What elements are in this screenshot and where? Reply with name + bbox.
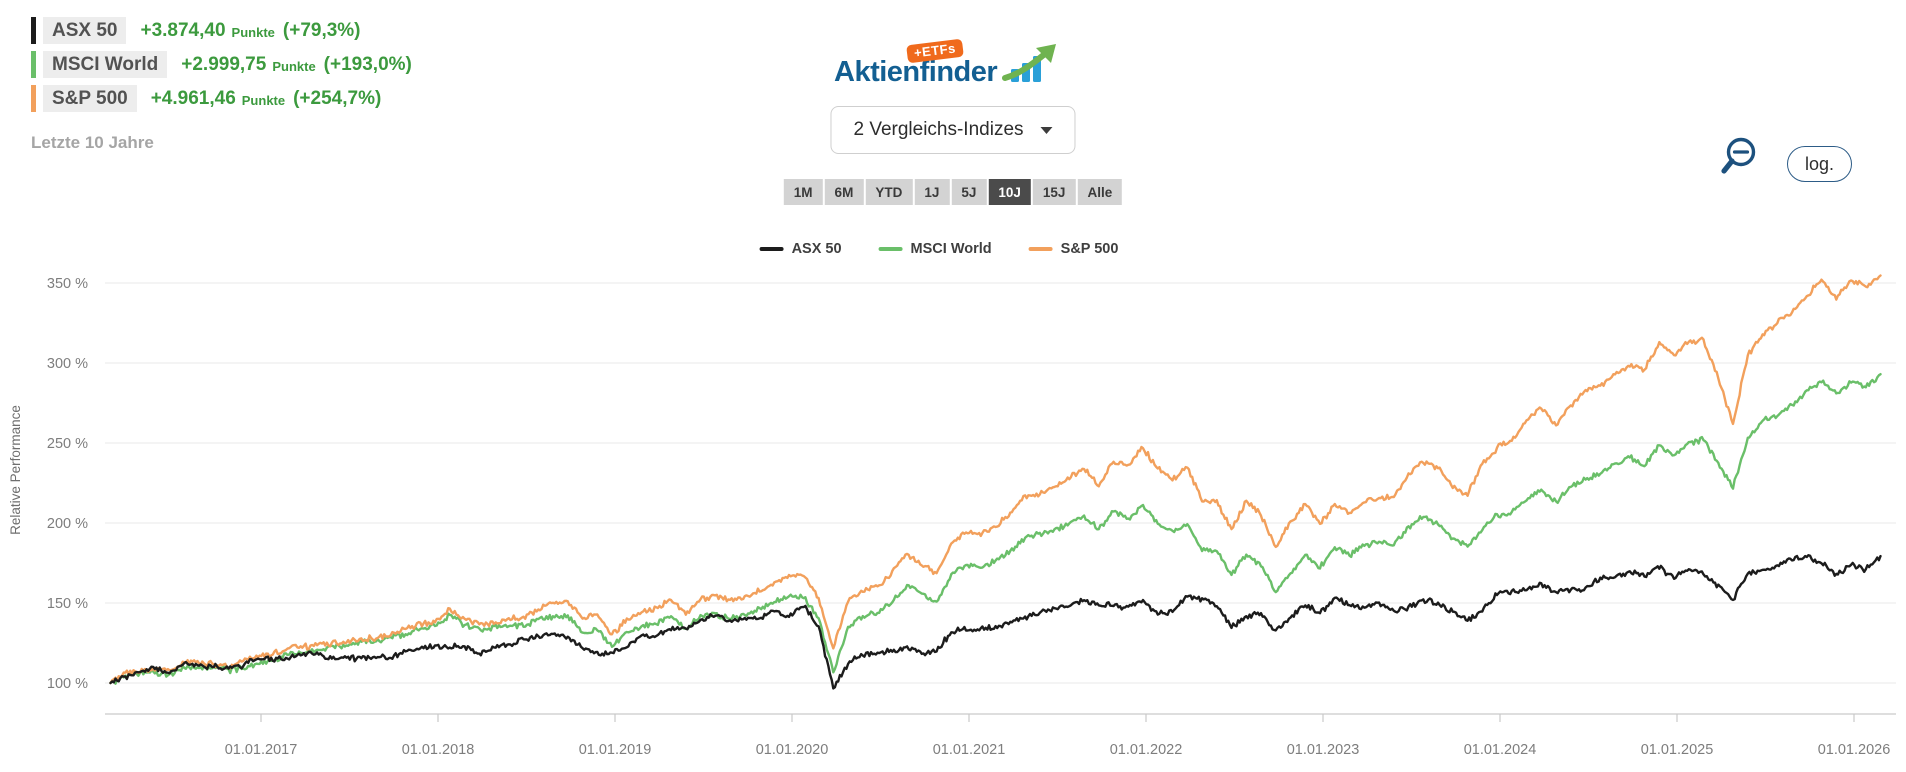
x-tick-label: 01.01.2018	[402, 742, 475, 758]
y-tick-label: 150 %	[47, 596, 88, 612]
series-color-bar	[31, 85, 36, 112]
range-button-ytd[interactable]: YTD	[865, 179, 913, 205]
dropdown-selected-value: 2 Vergleichs-Indizes	[853, 119, 1024, 140]
x-tick-label: 01.01.2026	[1818, 742, 1891, 758]
zoom-out-icon[interactable]	[1716, 128, 1756, 188]
points-change: +2.999,75	[181, 53, 267, 75]
y-tick-label: 100 %	[47, 676, 88, 692]
performance-row-asx50: ASX 50 +3.874,40 Punkte (+79,3%)	[31, 17, 412, 44]
legend-label: MSCI World	[910, 241, 992, 257]
chart-series-legend: ASX 50 MSCI World S&P 500	[759, 241, 1119, 257]
x-tick-label: 01.01.2022	[1110, 742, 1183, 758]
performance-row-sp500: S&P 500 +4.961,46 Punkte (+254,7%)	[31, 85, 412, 112]
percent-change: (+79,3%)	[282, 19, 361, 41]
aktienfinder-logo: Aktienfinder +ETFs	[834, 38, 1072, 88]
legend-label: ASX 50	[791, 241, 842, 257]
range-button-15j[interactable]: 15J	[1032, 179, 1076, 205]
y-tick-label: 300 %	[47, 356, 88, 372]
series-line-asx-50[interactable]	[109, 554, 1882, 690]
range-button-6m[interactable]: 6M	[824, 179, 864, 205]
range-button-1j[interactable]: 1J	[914, 179, 950, 205]
range-button-1m[interactable]: 1M	[783, 179, 823, 205]
x-tick-label: 01.01.2025	[1641, 742, 1714, 758]
logo-arrow-icon	[1002, 44, 1056, 81]
legend-item-msci-world[interactable]: MSCI World	[878, 241, 992, 257]
legend-label: S&P 500	[1060, 241, 1119, 257]
series-name-chip: MSCI World	[43, 51, 168, 78]
legend-swatch	[878, 247, 903, 251]
axes	[105, 713, 1896, 722]
performance-row-msci-world: MSCI World +2.999,75 Punkte (+193,0%)	[31, 51, 412, 78]
y-tick-label: 350 %	[47, 276, 88, 292]
points-unit: Punkte	[272, 59, 316, 74]
range-button-alle[interactable]: Alle	[1077, 179, 1123, 205]
caret-down-icon	[1040, 126, 1053, 134]
range-button-10j[interactable]: 10J	[988, 179, 1031, 205]
x-tick-label: 01.01.2019	[579, 742, 652, 758]
points-change: +4.961,46	[150, 87, 236, 109]
series-name-chip: ASX 50	[43, 17, 127, 44]
series-line-s-p-500[interactable]	[109, 274, 1882, 685]
legend-swatch	[759, 247, 784, 251]
period-label: Letzte 10 Jahre	[31, 133, 154, 152]
x-tick-label: 01.01.2021	[933, 742, 1006, 758]
legend-item-s-p-500[interactable]: S&P 500	[1028, 241, 1119, 257]
points-unit: Punkte	[241, 93, 286, 108]
series-color-bar	[31, 51, 36, 78]
y-tick-label: 200 %	[47, 516, 88, 532]
range-button-5j[interactable]: 5J	[951, 179, 987, 205]
x-tick-label: 01.01.2020	[756, 742, 829, 758]
points-unit: Punkte	[231, 25, 275, 40]
performance-summary: ASX 50 +3.874,40 Punkte (+79,3%) MSCI Wo…	[31, 17, 412, 119]
series-line-msci-world[interactable]	[109, 373, 1882, 685]
axis-labels: 100 % 150 % 200 % 250 % 300 % 350 % 01.01.2017…	[47, 276, 1890, 758]
percent-change: (+193,0%)	[323, 53, 412, 75]
time-range-selector: 1M 6M YTD 1J 5J 10J 15J Alle	[783, 179, 1123, 205]
gridlines	[105, 282, 1896, 684]
series-name-chip: S&P 500	[43, 85, 137, 112]
legend-item-asx-50[interactable]: ASX 50	[759, 241, 842, 257]
series-color-bar	[31, 17, 36, 44]
x-tick-label: 01.01.2024	[1464, 742, 1537, 758]
log-scale-button[interactable]: log.	[1787, 146, 1852, 182]
y-axis-title: Relative Performance	[8, 405, 23, 535]
percent-change: (+254,7%)	[293, 87, 382, 109]
legend-swatch	[1028, 247, 1053, 251]
points-change: +3.874,40	[140, 19, 226, 41]
y-tick-label: 250 %	[47, 436, 88, 452]
x-tick-label: 01.01.2023	[1287, 742, 1360, 758]
comparison-indices-dropdown[interactable]: 2 Vergleichs-Indizes	[830, 106, 1076, 154]
x-tick-label: 01.01.2017	[225, 742, 298, 758]
series-lines	[109, 274, 1882, 690]
